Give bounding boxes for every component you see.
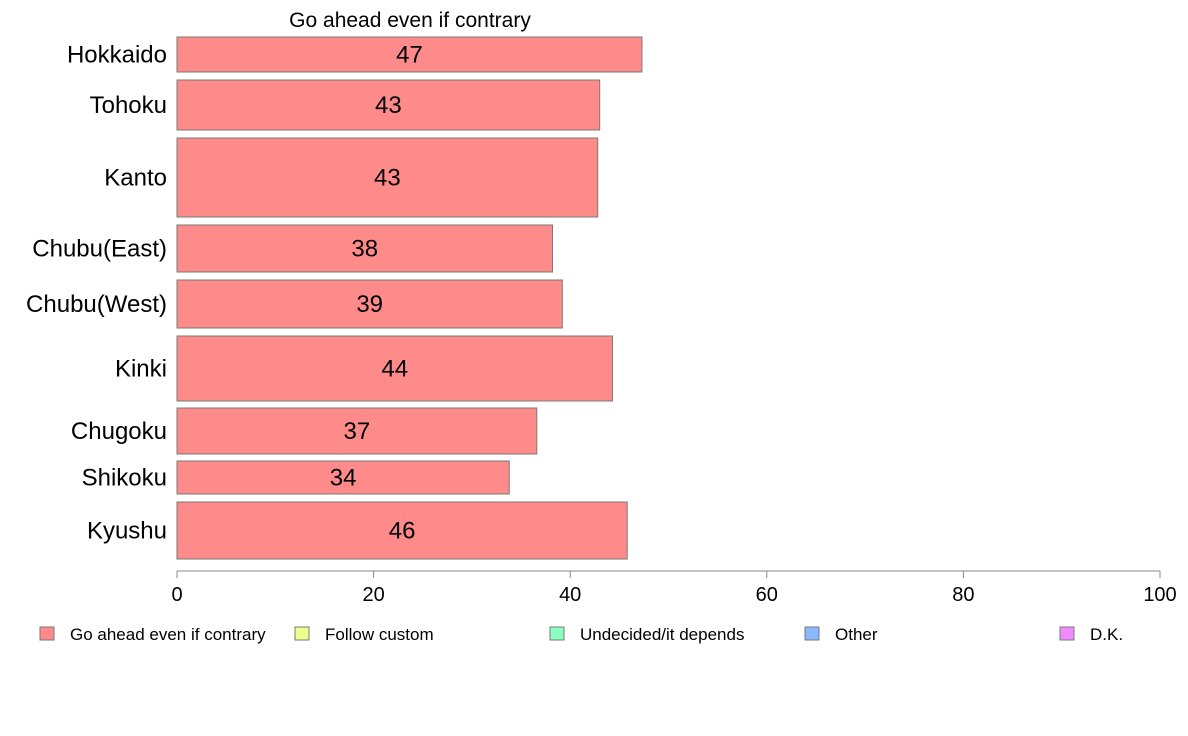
x-tick-label: 80 — [952, 584, 974, 606]
legend-swatch — [1059, 626, 1075, 641]
bar-chubu-west — [176, 279, 563, 329]
bar-value-label: 37 — [344, 418, 371, 445]
legend: Go ahead even if contrary Follow custom Un… — [39, 625, 1123, 644]
x-tick-label: 40 — [559, 584, 581, 606]
category-label: Kyushu — [87, 518, 167, 545]
legend-swatch — [294, 626, 310, 641]
x-tick-label: 100 — [1143, 584, 1176, 606]
bar-value-label: 43 — [375, 92, 402, 119]
legend-swatch — [39, 626, 55, 641]
bar-kinki — [176, 335, 613, 402]
bar-value-label: 34 — [330, 465, 357, 492]
bar-value-label: 46 — [389, 518, 416, 545]
legend-label: Go ahead even if contrary — [70, 625, 266, 644]
category-label: Chugoku — [71, 418, 167, 445]
bar-kanto — [176, 137, 599, 218]
category-label: Kanto — [104, 165, 167, 192]
legend-label: Other — [835, 625, 878, 644]
category-label: Chubu(East) — [32, 236, 167, 263]
category-label: Kinki — [115, 356, 167, 383]
x-tick-label: 0 — [171, 584, 182, 606]
legend-swatch — [549, 626, 565, 641]
bar-hokkaido — [176, 36, 643, 73]
bar-kyushu — [176, 501, 628, 560]
bar-value-label: 39 — [356, 291, 383, 318]
bar-chugoku — [176, 407, 538, 455]
bar-value-label: 47 — [396, 42, 423, 69]
bar-value-label: 38 — [351, 236, 378, 263]
category-label: Tohoku — [90, 92, 167, 119]
legend-label: Follow custom — [325, 625, 434, 644]
chart-title: Go ahead even if contrary — [289, 9, 531, 32]
bar-value-label: 44 — [381, 356, 408, 383]
legend-swatch — [804, 626, 820, 641]
bars-group: Hokkaido 47 Tohoku 43 Kanto 43 Chubu(East) 38 Ch… — [26, 36, 643, 560]
bar-tohoku — [176, 79, 601, 131]
bar-value-label: 43 — [374, 165, 401, 192]
bar-shikoku — [176, 460, 510, 495]
x-tick-label: 20 — [362, 584, 384, 606]
x-axis: 0 20 40 60 80 100 — [171, 570, 1177, 606]
category-label: Shikoku — [82, 465, 167, 492]
category-label: Hokkaido — [67, 42, 167, 69]
x-tick-label: 60 — [756, 584, 778, 606]
bar-chubu-east — [176, 224, 554, 273]
legend-label: Undecided/it depends — [580, 625, 744, 644]
category-label: Chubu(West) — [26, 291, 167, 318]
legend-label: D.K. — [1090, 625, 1123, 644]
